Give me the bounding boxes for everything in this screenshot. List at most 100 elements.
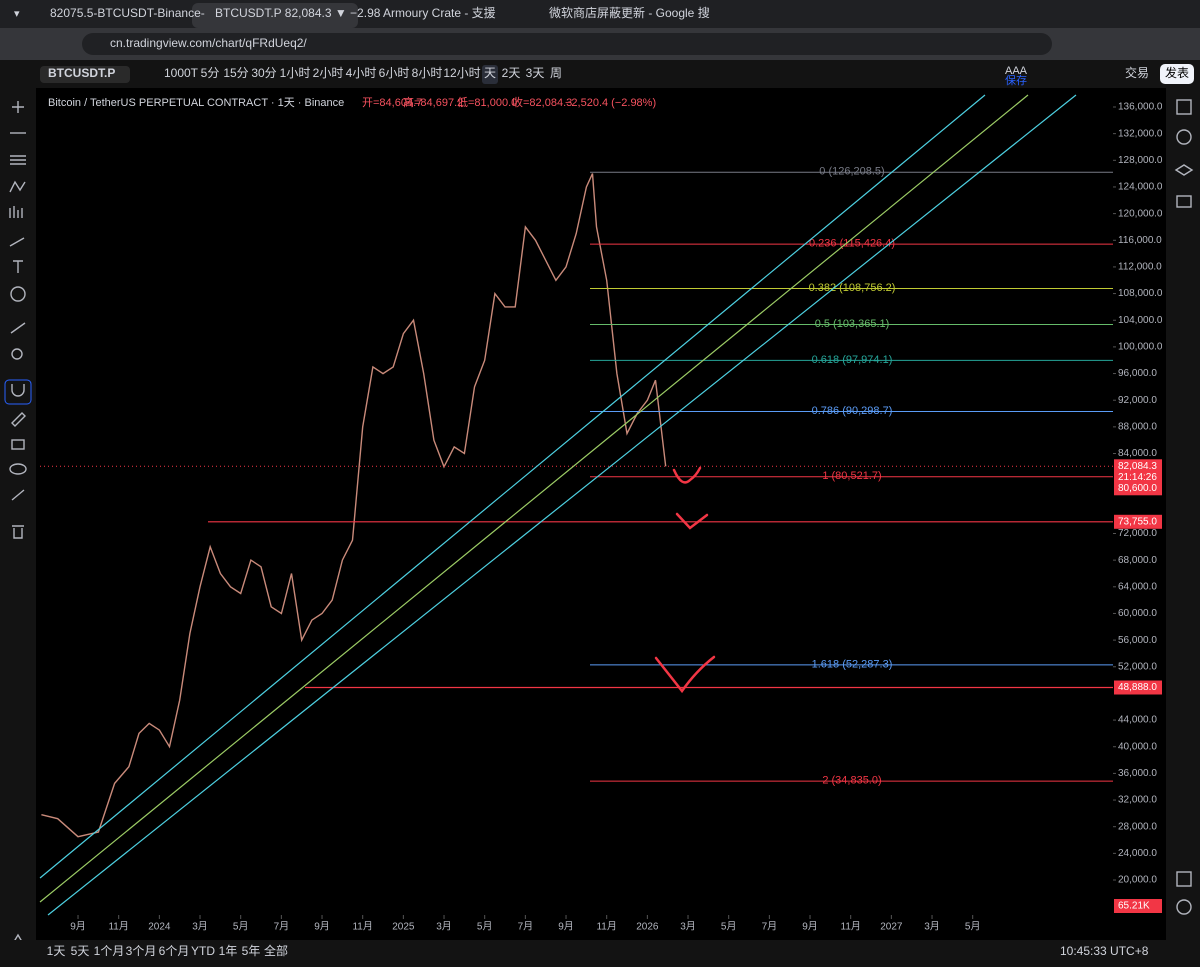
legend-value: 开=84,604.7	[362, 97, 422, 109]
tab-title[interactable]: 82075.5-BTCUSDT-Binance-	[50, 6, 205, 20]
last-price-box	[1114, 459, 1162, 496]
x-tick-label: 7月	[274, 921, 290, 933]
range-button[interactable]: YTD	[191, 944, 215, 958]
interval[interactable]: 2小时	[313, 66, 344, 80]
symbol-box[interactable]	[40, 66, 130, 83]
y-tick-label: 32,000.0	[1118, 795, 1157, 806]
drawing-tools[interactable]	[9, 101, 27, 946]
x-tick-label: 2026	[636, 922, 659, 933]
x-tick-label: 7月	[762, 921, 778, 933]
countdown: 21:14:26	[1118, 472, 1157, 483]
publish[interactable]: 发表	[1165, 65, 1189, 80]
low-label: 80,600.0	[1118, 483, 1157, 494]
fib-label: 0.382 (108,756.2)	[809, 282, 896, 294]
y-tick-label: 56,000.0	[1118, 635, 1157, 646]
url-field[interactable]	[82, 33, 1052, 55]
y-tick-label: 36,000.0	[1118, 768, 1157, 779]
interval[interactable]: 4小时	[346, 66, 377, 80]
x-tick-label: 9月	[802, 921, 818, 933]
legend-value: 收=82,084.3	[512, 95, 572, 109]
range-button[interactable]: 5天	[71, 944, 90, 958]
y-tick-label: 96,000.0	[1118, 368, 1157, 379]
range-button[interactable]: 1年	[219, 944, 238, 958]
y-tick-label: 116,000.0	[1118, 235, 1162, 246]
interval[interactable]: 1小时	[280, 66, 311, 80]
plot: 20,000.0 24,000.0 28,000.0 32,000.0 36,000.0…	[40, 102, 1163, 933]
y-tick-label: 60,000.0	[1118, 608, 1157, 619]
range-button[interactable]: 1天	[47, 944, 66, 958]
interval[interactable]: 5分	[201, 66, 220, 80]
level-price-label: 73,755.0	[1118, 516, 1157, 527]
range-button[interactable]: 1个月	[94, 944, 125, 958]
x-tick-label: 3月	[680, 921, 696, 933]
interval[interactable]: 2天	[502, 66, 521, 80]
active-tab[interactable]	[192, 3, 358, 28]
interval[interactable]: 12小时	[443, 66, 480, 80]
y-tick-label: 132,000.0	[1118, 128, 1163, 139]
fib-label: 0.236 (115,426.4)	[809, 238, 895, 250]
price-line	[41, 173, 667, 838]
level-price-label: 48,888.0	[1118, 682, 1157, 693]
y-tick-label: 28,000.0	[1118, 821, 1157, 832]
interval[interactable]: 8小时	[412, 66, 443, 80]
fib-label: 2 (34,835.0)	[822, 775, 881, 787]
y-tick-label: 124,000.0	[1118, 182, 1163, 193]
y-tick-label: 64,000.0	[1118, 581, 1157, 592]
level-price-box	[1114, 514, 1162, 529]
y-tick-label: 72,000.0	[1118, 528, 1157, 539]
range-button[interactable]: 3个月	[126, 944, 157, 958]
sidebar-icons[interactable]	[1174, 99, 1194, 915]
range-button[interactable]: 全部	[264, 943, 288, 958]
legend-value: 高=84,697.2	[403, 95, 463, 109]
volume-box	[1114, 899, 1162, 913]
interval[interactable]: 30分	[251, 66, 276, 80]
level-price-box	[1114, 680, 1162, 695]
y-tick-label: 108,000.0	[1118, 288, 1163, 299]
y-tick-label: 20,000.0	[1118, 875, 1157, 886]
interval[interactable]: 3天	[526, 66, 545, 80]
save[interactable]: 保存	[1005, 73, 1027, 87]
y-tick-label: 128,000.0	[1118, 155, 1163, 166]
active-interval	[482, 65, 498, 84]
tab-title[interactable]: Armoury Crate - 支援	[383, 6, 496, 20]
range-bar	[0, 940, 1166, 967]
x-tick-label: 2027	[880, 922, 903, 933]
trade[interactable]: 交易	[1125, 65, 1149, 80]
x-tick-label: 9月	[70, 921, 86, 933]
interval[interactable]: 1000T	[164, 66, 199, 80]
clock: 10:45:33 UTC+8	[1060, 944, 1149, 958]
magnet-active[interactable]	[4, 379, 32, 405]
range-button[interactable]: 5年	[242, 944, 261, 958]
interval[interactable]: 6小时	[379, 66, 410, 80]
parallel-channel[interactable]	[39, 94, 1077, 916]
y-tick-label: 68,000.0	[1118, 555, 1157, 566]
right-sidebar	[1166, 88, 1200, 967]
legend-title: Bitcoin / TetherUS PERPETUAL CONTRACT · …	[48, 97, 344, 109]
url[interactable]: cn.tradingview.com/chart/qFRdUeq2/	[110, 36, 307, 50]
layout-name[interactable]: AAA	[1005, 65, 1028, 77]
chart-pane	[36, 88, 1166, 940]
interval[interactable]: 周	[550, 66, 562, 80]
fib-label: 0 (126,208.5)	[819, 166, 884, 178]
y-tick-label: 112,000.0	[1118, 262, 1162, 273]
x-tick-label: 5月	[477, 921, 493, 933]
publish-button[interactable]	[1160, 64, 1194, 84]
tab-title[interactable]: BTCUSDT.P 82,084.3 ▼ −2.98	[215, 6, 381, 20]
fib-label: 0.786 (90,298.7)	[812, 405, 893, 417]
volume-label: 65.21K	[1118, 901, 1150, 912]
x-tick-label: 11月	[841, 921, 861, 933]
menu-icon[interactable]: ▾	[14, 8, 20, 20]
tab-title[interactable]: 微软商店屏蔽更新 - Google 搜	[549, 5, 710, 20]
legend-value: −2,520.4 (−2.98%)	[565, 97, 656, 109]
interval[interactable]: 15分	[223, 66, 248, 80]
x-tick-label: 11月	[108, 921, 128, 933]
last-price-label: 82,084.3	[1118, 461, 1157, 472]
symbol[interactable]: BTCUSDT.P	[48, 66, 115, 80]
interval[interactable]: 天	[484, 66, 496, 80]
y-tick-label: 136,000.0	[1118, 102, 1163, 113]
y-tick-label: 40,000.0	[1118, 741, 1157, 752]
range-button[interactable]: 6个月	[159, 944, 190, 958]
y-tick-label: 100,000.0	[1118, 342, 1163, 353]
